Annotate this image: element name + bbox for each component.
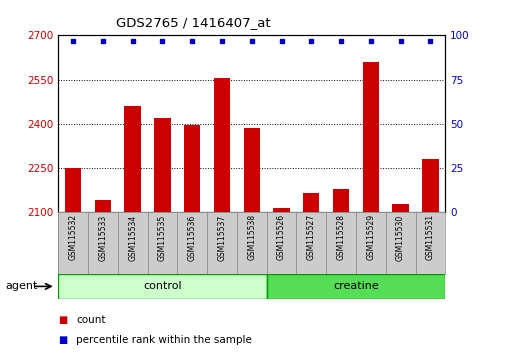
Text: GSM115536: GSM115536 bbox=[187, 214, 196, 261]
Bar bbox=[332, 189, 348, 212]
Bar bbox=[65, 167, 81, 212]
Bar bbox=[58, 274, 266, 299]
Bar bbox=[273, 208, 289, 212]
Text: GSM115538: GSM115538 bbox=[247, 214, 256, 261]
Bar bbox=[326, 212, 355, 274]
Bar bbox=[385, 212, 415, 274]
Text: GSM115534: GSM115534 bbox=[128, 214, 137, 261]
Text: percentile rank within the sample: percentile rank within the sample bbox=[76, 335, 251, 345]
Text: GSM115527: GSM115527 bbox=[306, 214, 315, 261]
Text: GDS2765 / 1416407_at: GDS2765 / 1416407_at bbox=[116, 16, 271, 29]
Bar bbox=[118, 212, 147, 274]
Text: GSM115526: GSM115526 bbox=[276, 214, 285, 261]
Text: GSM115535: GSM115535 bbox=[158, 214, 167, 261]
Bar bbox=[302, 193, 319, 212]
Bar bbox=[243, 129, 260, 212]
Text: GSM115530: GSM115530 bbox=[395, 214, 405, 261]
Bar bbox=[154, 118, 170, 212]
Bar bbox=[213, 78, 230, 212]
Text: agent: agent bbox=[5, 281, 37, 291]
Text: control: control bbox=[143, 281, 181, 291]
Bar bbox=[177, 212, 207, 274]
Text: count: count bbox=[76, 315, 105, 325]
Bar bbox=[94, 200, 111, 212]
Bar bbox=[266, 274, 444, 299]
Text: ■: ■ bbox=[58, 315, 67, 325]
Text: GSM115528: GSM115528 bbox=[336, 214, 345, 260]
Bar bbox=[266, 212, 296, 274]
Bar bbox=[421, 159, 438, 212]
Text: GSM115529: GSM115529 bbox=[366, 214, 375, 261]
Bar bbox=[392, 204, 408, 212]
Bar bbox=[124, 106, 140, 212]
Bar bbox=[58, 212, 88, 274]
Bar bbox=[207, 212, 236, 274]
Bar bbox=[296, 212, 326, 274]
Text: GSM115537: GSM115537 bbox=[217, 214, 226, 261]
Bar bbox=[362, 62, 378, 212]
Bar bbox=[184, 125, 200, 212]
Text: GSM115532: GSM115532 bbox=[69, 214, 77, 261]
Text: ■: ■ bbox=[58, 335, 67, 345]
Bar bbox=[147, 212, 177, 274]
Bar bbox=[236, 212, 266, 274]
Bar bbox=[355, 212, 385, 274]
Text: GSM115531: GSM115531 bbox=[425, 214, 434, 261]
Text: GSM115533: GSM115533 bbox=[98, 214, 107, 261]
Bar bbox=[415, 212, 444, 274]
Text: creatine: creatine bbox=[332, 281, 378, 291]
Bar bbox=[88, 212, 118, 274]
